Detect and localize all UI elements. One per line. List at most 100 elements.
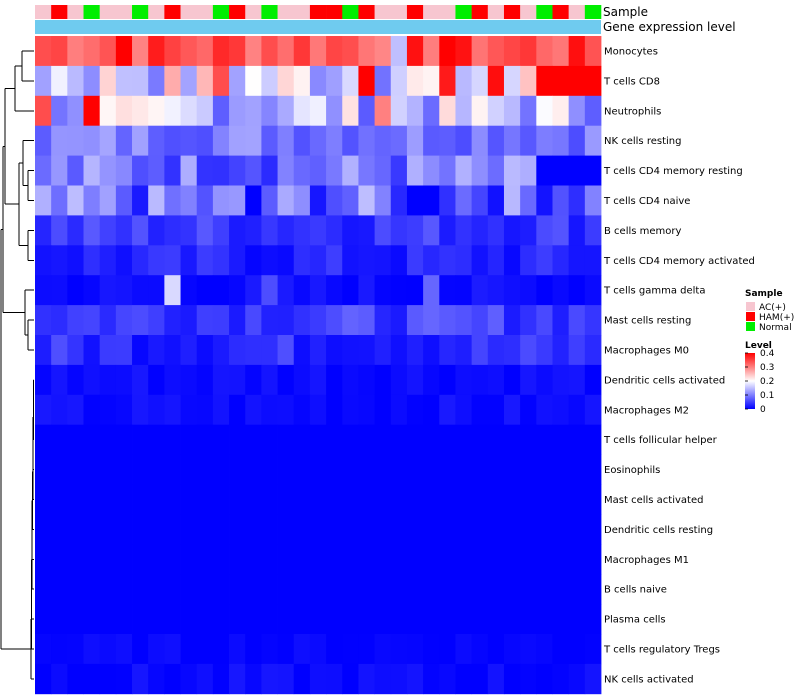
- heatmap-cell: [245, 604, 262, 635]
- heatmap-cell: [406, 215, 424, 246]
- heatmap-cell: [487, 364, 505, 396]
- heatmap-cell: [164, 215, 181, 246]
- heatmap-cell: [261, 305, 278, 336]
- heatmap-cell: [293, 245, 311, 276]
- heatmap-cell: [99, 604, 117, 635]
- heatmap-cell: [132, 604, 149, 635]
- heatmap-cell: [455, 574, 473, 605]
- row-label: B cells naive: [604, 585, 667, 596]
- heatmap-cell: [35, 185, 52, 216]
- heatmap-cell: [439, 663, 456, 695]
- heatmap-cell: [390, 65, 408, 97]
- sample-cell: [180, 5, 198, 19]
- heatmap-cell: [293, 95, 311, 127]
- heatmap-cell: [423, 514, 440, 545]
- heatmap-cell: [309, 95, 327, 127]
- heatmap-cell: [67, 155, 84, 186]
- heatmap-cell: [293, 275, 311, 306]
- heatmap-cell: [503, 604, 521, 635]
- heatmap-cell: [584, 305, 602, 336]
- heatmap-cell: [536, 663, 553, 695]
- heatmap-cell: [115, 574, 133, 605]
- heatmap-cell: [520, 65, 537, 97]
- heatmap-cell: [164, 424, 181, 455]
- heatmap-cell: [293, 424, 311, 455]
- heatmap-cell: [148, 275, 165, 306]
- heatmap-cell: [35, 424, 52, 455]
- heatmap-cell: [552, 634, 570, 665]
- heatmap-cell: [35, 155, 52, 186]
- heatmap-cell: [196, 484, 214, 515]
- heatmap-cell: [455, 424, 473, 455]
- heatmap-cell: [229, 125, 246, 156]
- heatmap-cell: [229, 36, 246, 67]
- heatmap-cell: [245, 65, 262, 97]
- heatmap-cell: [584, 245, 602, 276]
- heatmap-cell: [261, 36, 278, 67]
- heatmap-cell: [245, 125, 262, 156]
- heatmap-cell: [520, 364, 537, 396]
- sample-cell: [132, 5, 149, 19]
- heatmap-cell: [180, 65, 198, 97]
- row-label: T cells CD4 memory resting: [603, 166, 743, 177]
- row-label: T cells CD4 naive: [603, 196, 690, 207]
- heatmap-cell: [520, 514, 537, 545]
- heatmap-cell: [261, 574, 278, 605]
- heatmap-cell: [261, 335, 278, 366]
- heatmap-cell: [277, 215, 295, 246]
- heatmap-cell: [99, 574, 117, 605]
- heatmap-cell: [503, 275, 521, 306]
- row-label: Neutrophils: [604, 106, 661, 117]
- heatmap-cell: [390, 484, 408, 515]
- heatmap-cell: [99, 36, 117, 67]
- heatmap-cell: [196, 574, 214, 605]
- heatmap-cell: [180, 394, 198, 426]
- heatmap-cell: [261, 245, 278, 276]
- heatmap-cell: [148, 484, 165, 515]
- heatmap-cell: [439, 95, 456, 127]
- heatmap-cell: [51, 663, 68, 695]
- heatmap-cell: [406, 95, 424, 127]
- heatmap-cell: [115, 394, 133, 426]
- heatmap-cell: [584, 335, 602, 366]
- heatmap-cell: [261, 604, 278, 635]
- heatmap-cell: [406, 335, 424, 366]
- heatmap-cell: [148, 364, 165, 396]
- heatmap-cell: [164, 604, 181, 635]
- sample-cell: [326, 5, 343, 19]
- heatmap-cell: [164, 335, 181, 366]
- heatmap-cell: [584, 454, 602, 485]
- heatmap-cell: [390, 36, 408, 67]
- heatmap-cells: [35, 36, 602, 695]
- heatmap-cell: [148, 305, 165, 336]
- heatmap-cell: [180, 275, 198, 306]
- heatmap-cell: [374, 335, 392, 366]
- heatmap-cell: [277, 394, 295, 426]
- heatmap-cell: [212, 634, 230, 665]
- gene-expression-track-label: Gene expression level: [603, 20, 736, 34]
- heatmap-cell: [439, 484, 456, 515]
- heatmap-cell: [342, 215, 359, 246]
- heatmap-cell: [439, 65, 456, 97]
- heatmap-cell: [568, 305, 586, 336]
- heatmap-cell: [471, 185, 489, 216]
- heatmap-cell: [229, 95, 246, 127]
- heatmap-cell: [423, 275, 440, 306]
- heatmap-cell: [520, 424, 537, 455]
- heatmap-cell: [51, 125, 68, 156]
- heatmap-cell: [584, 394, 602, 426]
- heatmap-cell: [406, 245, 424, 276]
- heatmap-cell: [374, 215, 392, 246]
- heatmap-cell: [277, 544, 295, 575]
- heatmap-cell: [99, 544, 117, 575]
- heatmap-cell: [423, 454, 440, 485]
- heatmap-cell: [503, 574, 521, 605]
- heatmap-cell: [326, 604, 343, 635]
- heatmap-cell: [358, 514, 375, 545]
- heatmap-cell: [503, 335, 521, 366]
- heatmap-cell: [261, 454, 278, 485]
- heatmap-cell: [536, 155, 553, 186]
- heatmap-cell: [148, 514, 165, 545]
- heatmap-cell: [309, 424, 327, 455]
- heatmap-cell: [455, 544, 473, 575]
